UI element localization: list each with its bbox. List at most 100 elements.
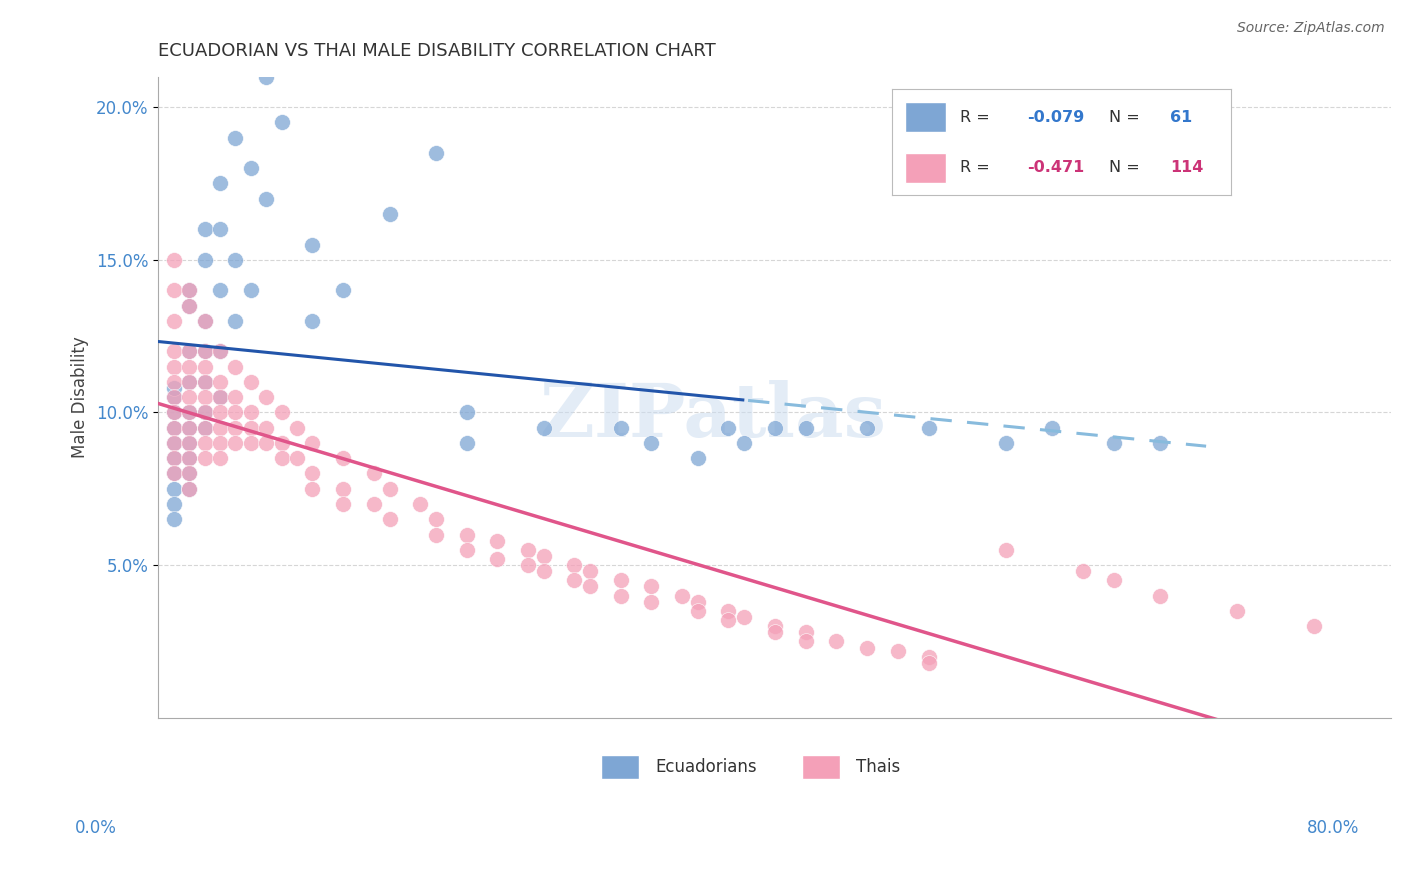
Point: [163, 482, 186, 496]
Point: [378, 207, 401, 221]
Point: [887, 643, 910, 657]
Point: [208, 344, 231, 359]
Text: ECUADORIAN VS THAI MALE DISABILITY CORRELATION CHART: ECUADORIAN VS THAI MALE DISABILITY CORRE…: [159, 42, 716, 60]
Point: [332, 482, 354, 496]
Point: [270, 405, 292, 419]
Point: [179, 467, 201, 481]
Point: [224, 359, 246, 374]
Point: [717, 420, 740, 434]
Point: [918, 420, 941, 434]
Point: [301, 467, 323, 481]
Point: [194, 314, 217, 328]
Point: [194, 420, 217, 434]
Point: [208, 177, 231, 191]
Point: [609, 420, 631, 434]
Point: [179, 482, 201, 496]
Point: [270, 115, 292, 129]
Point: [456, 436, 478, 450]
Point: [163, 451, 186, 466]
Point: [301, 482, 323, 496]
Point: [1226, 604, 1249, 618]
Point: [717, 604, 740, 618]
Point: [179, 390, 201, 404]
Point: [194, 359, 217, 374]
Point: [825, 634, 848, 648]
Point: [332, 497, 354, 511]
Point: [1040, 420, 1063, 434]
Point: [794, 420, 817, 434]
Point: [254, 70, 277, 84]
Point: [179, 405, 201, 419]
Point: [179, 299, 201, 313]
Point: [794, 625, 817, 640]
Point: [194, 405, 217, 419]
Text: ZIPatlas: ZIPatlas: [540, 380, 887, 453]
Point: [763, 420, 786, 434]
Point: [640, 595, 662, 609]
Point: [686, 451, 709, 466]
Point: [179, 451, 201, 466]
Point: [763, 625, 786, 640]
Point: [533, 564, 555, 578]
Point: [671, 589, 693, 603]
Point: [763, 619, 786, 633]
Point: [285, 420, 308, 434]
Point: [179, 467, 201, 481]
Point: [163, 467, 186, 481]
Point: [179, 359, 201, 374]
Point: [224, 252, 246, 267]
Point: [163, 390, 186, 404]
Point: [239, 405, 262, 419]
Point: [163, 405, 186, 419]
Point: [163, 314, 186, 328]
Point: [194, 222, 217, 236]
Point: [301, 237, 323, 252]
Point: [224, 390, 246, 404]
Point: [918, 649, 941, 664]
Point: [179, 482, 201, 496]
Point: [179, 344, 201, 359]
Point: [301, 314, 323, 328]
Point: [194, 344, 217, 359]
Point: [163, 405, 186, 419]
Point: [733, 436, 755, 450]
Point: [425, 145, 447, 160]
Point: [254, 192, 277, 206]
Point: [194, 390, 217, 404]
Point: [163, 359, 186, 374]
Point: [239, 436, 262, 450]
Point: [856, 420, 879, 434]
Point: [224, 436, 246, 450]
Point: [270, 451, 292, 466]
Point: [224, 420, 246, 434]
Point: [163, 420, 186, 434]
Point: [208, 222, 231, 236]
Point: [378, 482, 401, 496]
Point: [208, 283, 231, 297]
Point: [254, 420, 277, 434]
Text: 0.0%: 0.0%: [75, 819, 117, 837]
Point: [163, 252, 186, 267]
Point: [1102, 574, 1125, 588]
Text: Source: ZipAtlas.com: Source: ZipAtlas.com: [1237, 21, 1385, 35]
Point: [533, 549, 555, 563]
Y-axis label: Male Disability: Male Disability: [72, 336, 89, 458]
Point: [163, 344, 186, 359]
Text: 80.0%: 80.0%: [1306, 819, 1360, 837]
Point: [994, 436, 1017, 450]
Point: [163, 420, 186, 434]
Point: [363, 497, 385, 511]
Point: [163, 436, 186, 450]
Point: [456, 405, 478, 419]
Point: [208, 420, 231, 434]
Point: [179, 405, 201, 419]
Point: [163, 497, 186, 511]
Point: [179, 436, 201, 450]
Point: [609, 574, 631, 588]
Point: [254, 436, 277, 450]
Point: [609, 589, 631, 603]
Point: [179, 420, 201, 434]
Point: [1149, 436, 1171, 450]
Point: [918, 656, 941, 670]
Point: [163, 390, 186, 404]
